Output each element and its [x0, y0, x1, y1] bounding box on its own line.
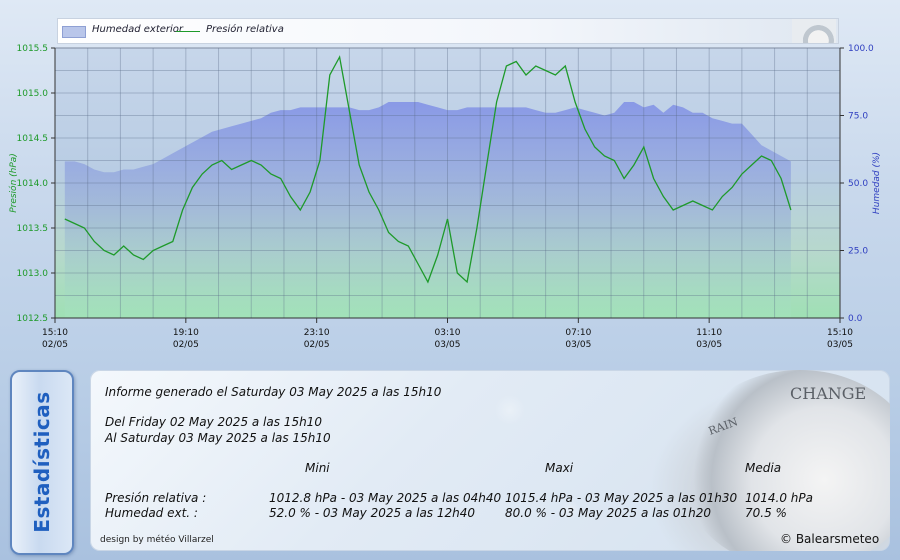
report-generated-line: Informe generado el Saturday 03 May 2025… — [105, 385, 442, 399]
x-tick-label-time: 23:10 — [304, 328, 330, 338]
x-tick-label-time: 03:10 — [435, 328, 461, 338]
row-pressure-avg: 1014.0 hPa — [745, 491, 813, 505]
x-tick-label-date: 03/05 — [827, 340, 853, 350]
legend-label-humidity: Humedad exterior — [92, 24, 184, 35]
x-tick-label-time: 07:10 — [565, 328, 591, 338]
y-left-tick-label: 1014.5 — [17, 134, 49, 144]
stats-tab-label: Estadísticas — [30, 391, 54, 533]
row-pressure-label: Presión relativa : — [105, 491, 207, 505]
legend-swatch-pressure — [176, 31, 200, 32]
legend-label-pressure: Presión relativa — [206, 24, 284, 35]
row-humidity-avg: 70.5 % — [745, 506, 787, 520]
gauge-word-change: CHANGE — [790, 384, 867, 403]
y-left-tick-label: 1015.0 — [17, 89, 49, 99]
row-pressure-max: 1015.4 hPa - 03 May 2025 a las 01h30 — [505, 491, 738, 505]
gauge-word-rain: RAIN — [706, 415, 740, 438]
x-tick-label-time: 19:10 — [173, 328, 199, 338]
row-pressure-min: 1012.8 hPa - 03 May 2025 a las 04h40 — [269, 491, 502, 505]
y-left-axis-title: Presión (hPa) — [8, 153, 19, 213]
y-right-axis-title: Humedad (%) — [872, 152, 882, 214]
y-right-tick-label: 75.0 — [848, 112, 868, 122]
barometer-gauge-icon: CHANGE RAIN — [680, 370, 890, 551]
x-tick-label-time: 15:10 — [827, 328, 853, 338]
stats-panel: CHANGE RAIN Informe generado el Saturday… — [90, 370, 890, 551]
period-to-line: Al Saturday 03 May 2025 a las 15h10 — [105, 431, 331, 445]
y-right-tick-label: 0.0 — [848, 314, 863, 324]
row-humidity-min: 52.0 % - 03 May 2025 a las 12h40 — [269, 506, 476, 520]
y-left-tick-label: 1013.0 — [17, 269, 49, 279]
weather-chart: 1012.5 1013.0 1013.5 1014.0 1014.5 1015.0 1015… — [8, 44, 882, 350]
y-right-tick-label: 100.0 — [848, 44, 874, 54]
copyright-text: © Balearsmeteo — [780, 532, 880, 546]
x-tick-label-date: 03/05 — [696, 340, 722, 350]
row-humidity-max: 80.0 % - 03 May 2025 a las 01h20 — [505, 506, 712, 520]
chart-legend: Humedad exterior Presión relativa — [57, 18, 839, 44]
column-header-min: Mini — [305, 461, 330, 475]
y-right-tick-label: 50.0 — [848, 179, 868, 189]
x-tick-label-date: 02/05 — [173, 340, 199, 350]
barometer-knob-icon — [792, 19, 836, 43]
column-header-max: Maxi — [545, 461, 574, 475]
x-tick-label-date: 02/05 — [42, 340, 68, 350]
y-left-tick-label: 1014.0 — [17, 179, 49, 189]
x-tick-label-time: 11:10 — [696, 328, 722, 338]
y-left-tick-label: 1012.5 — [17, 314, 49, 324]
x-tick-label-date: 03/05 — [565, 340, 591, 350]
column-header-avg: Media — [745, 461, 782, 475]
legend-swatch-humidity — [62, 26, 86, 38]
humidity-area — [64, 102, 791, 318]
row-humidity-label: Humedad ext. : — [105, 506, 198, 520]
x-tick-label-date: 03/05 — [435, 340, 461, 350]
y-left-tick-label: 1013.5 — [17, 224, 49, 234]
period-from-line: Del Friday 02 May 2025 a las 15h10 — [105, 415, 322, 429]
pressure-line — [64, 55, 792, 284]
x-tick-label-time: 15:10 — [42, 328, 68, 338]
y-left-tick-label: 1015.5 — [17, 44, 49, 54]
stats-tab[interactable]: Estadísticas — [10, 370, 74, 555]
x-tick-label-date: 02/05 — [304, 340, 330, 350]
chart-panel: 1012.5 1013.0 1013.5 1014.0 1014.5 1015.0 1015… — [8, 18, 882, 350]
y-right-tick-label: 25.0 — [848, 247, 868, 257]
design-credit: design by météo Villarzel — [100, 535, 214, 545]
